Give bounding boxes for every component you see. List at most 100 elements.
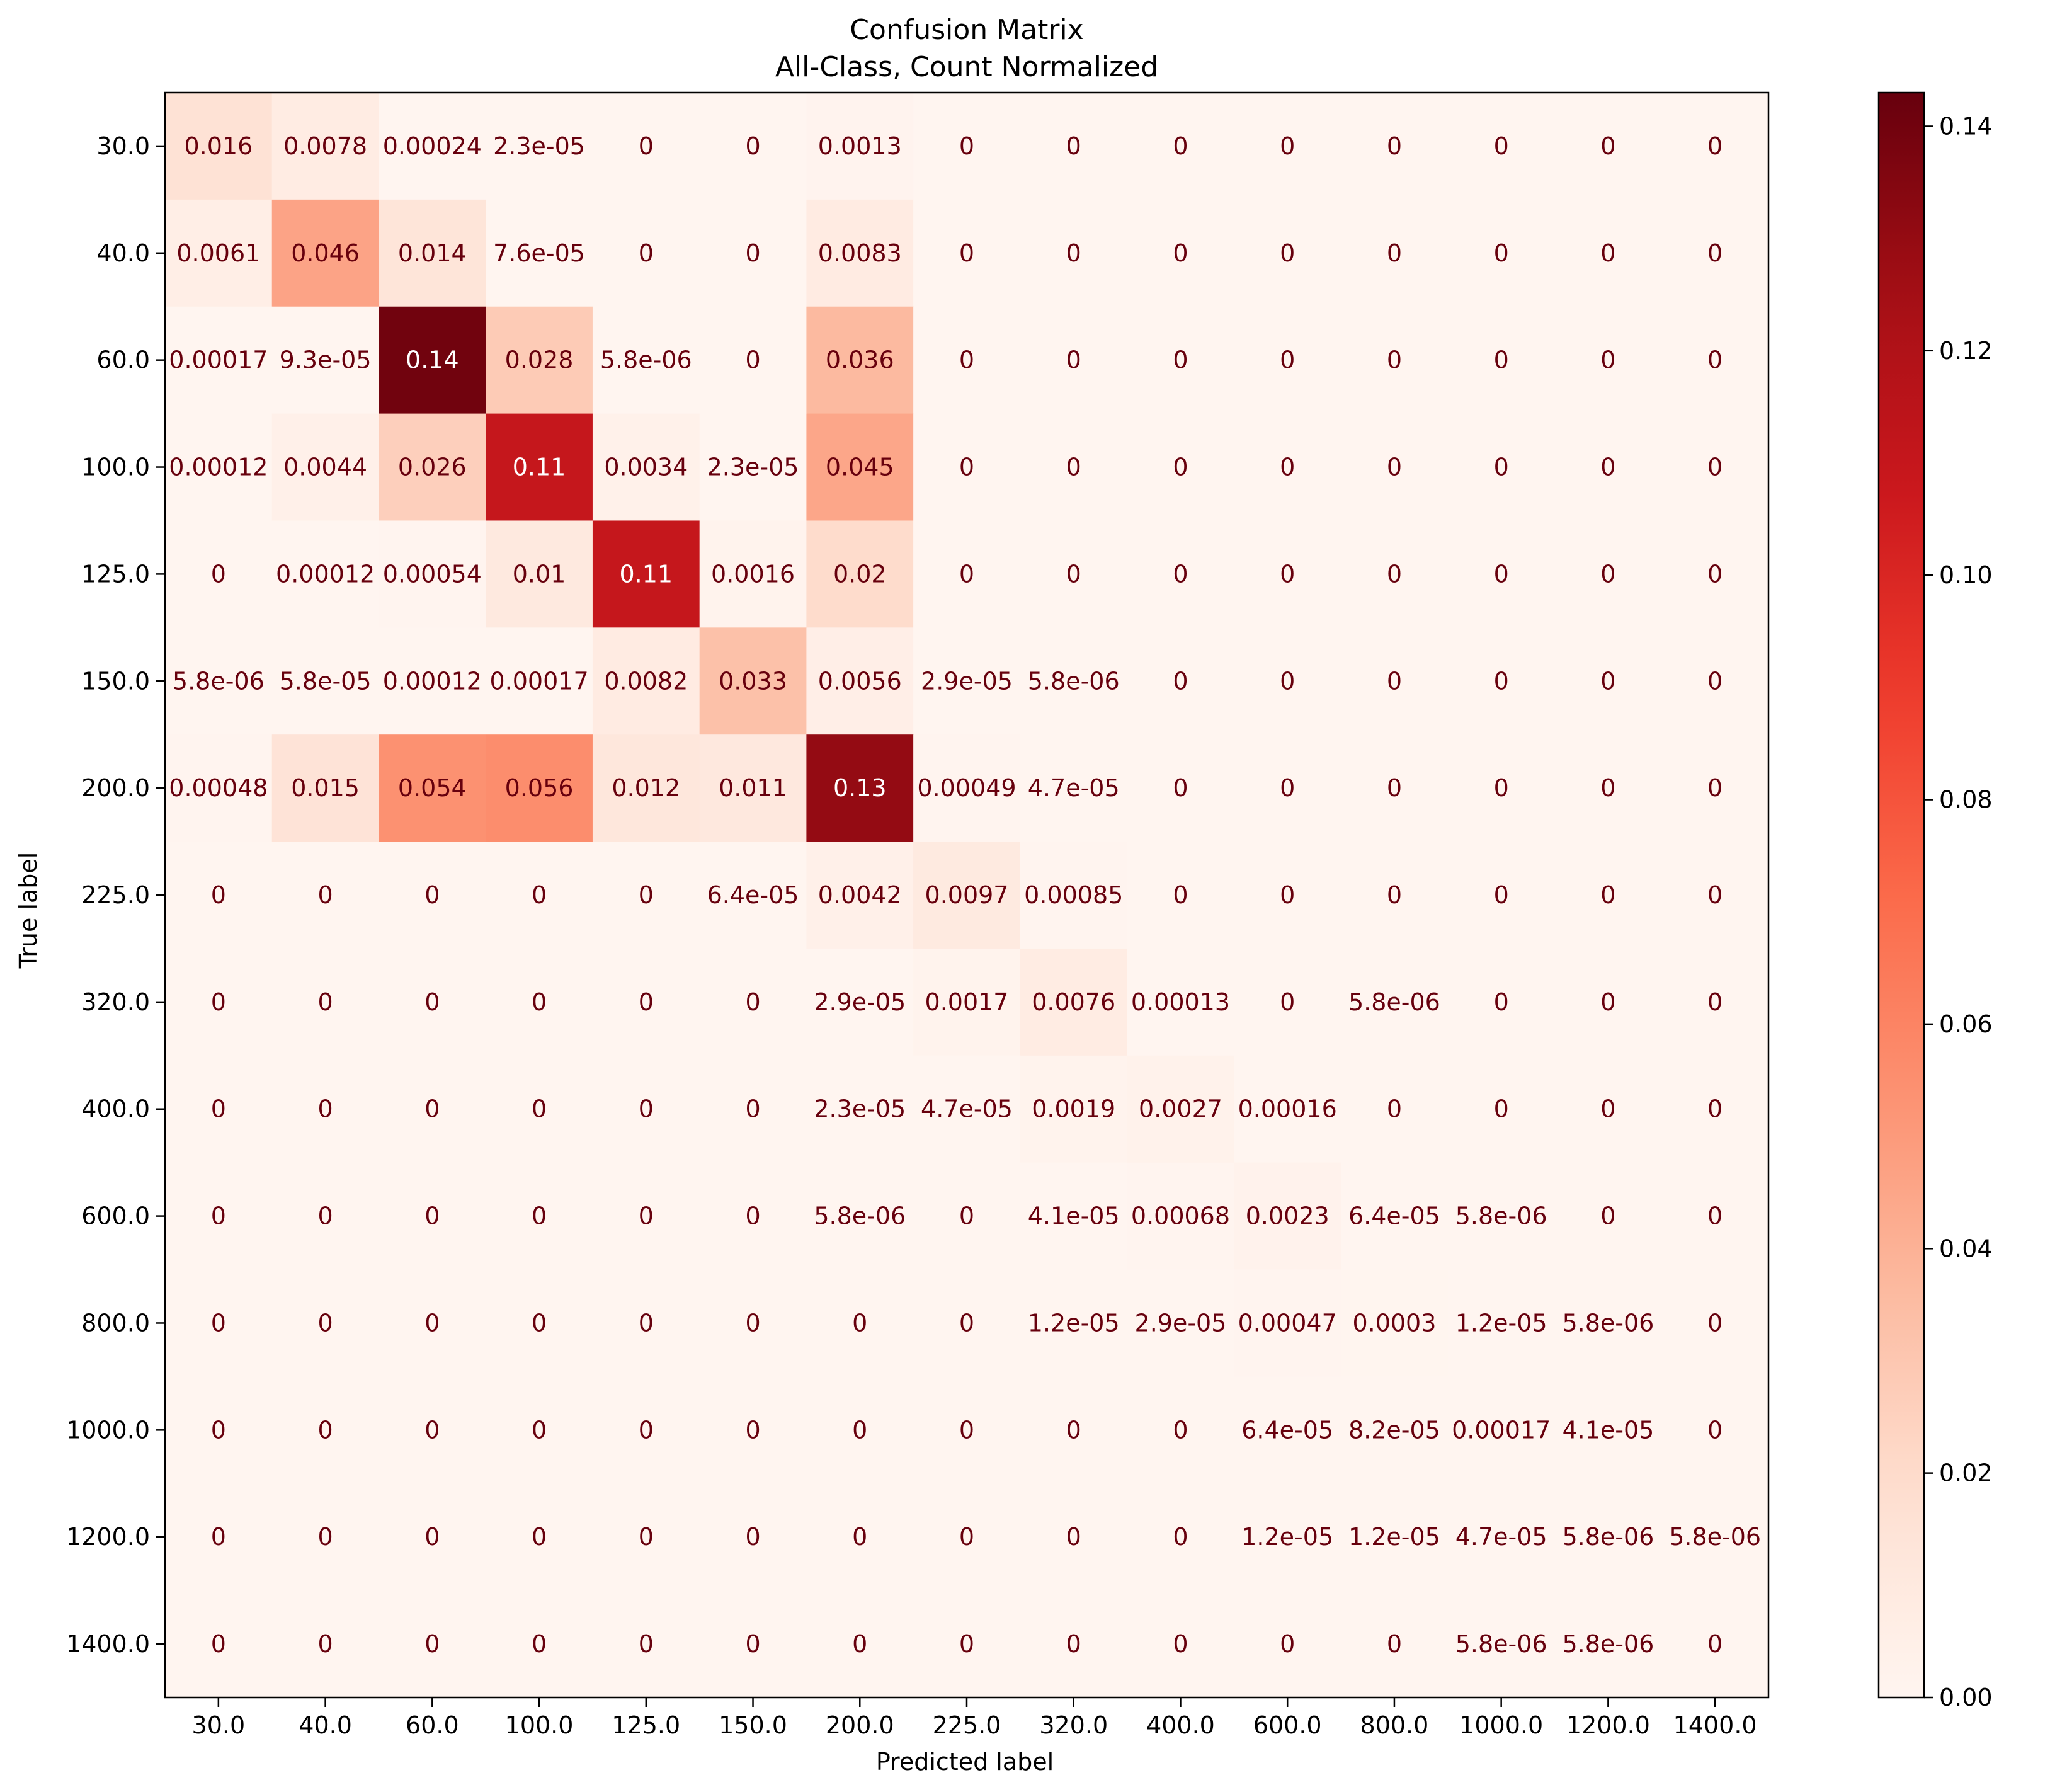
cell-value-label: 0 xyxy=(1387,1630,1402,1658)
cell-value-label: 2.3e-05 xyxy=(707,454,799,481)
y-tick-label: 600.0 xyxy=(81,1202,150,1230)
heatmap-cell xyxy=(486,93,593,200)
heatmap-cell xyxy=(699,1376,807,1484)
cell-value-label: 0 xyxy=(959,1416,974,1444)
cell-value-label: 0 xyxy=(1387,667,1402,695)
heatmap-cell xyxy=(1661,1376,1769,1484)
y-tick-label: 150.0 xyxy=(81,667,150,695)
cell-value-label: 2.9e-05 xyxy=(921,667,1013,695)
x-tick-label: 150.0 xyxy=(719,1711,787,1739)
cell-value-label: 0.014 xyxy=(398,239,467,267)
heatmap-cell xyxy=(271,842,380,949)
cell-value-label: 2.9e-05 xyxy=(1135,1309,1227,1337)
heatmap-cell xyxy=(1020,948,1128,1056)
heatmap-cell xyxy=(806,842,914,949)
heatmap-cell xyxy=(1234,1483,1341,1591)
cell-value-label: 0 xyxy=(318,1202,333,1230)
y-axis-label: True label xyxy=(14,852,42,969)
heatmap-cell xyxy=(271,948,380,1056)
y-tick-label: 200.0 xyxy=(81,774,150,802)
heatmap-cell xyxy=(1020,93,1128,200)
cell-value-label: 0.14 xyxy=(406,346,459,374)
cell-value-label: 0.00068 xyxy=(1131,1202,1230,1230)
heatmap-cell xyxy=(271,1376,380,1484)
cell-value-label: 0.00085 xyxy=(1024,881,1123,909)
heatmap-cell xyxy=(699,1055,807,1163)
heatmap-cell xyxy=(271,93,380,200)
cell-value-labels: 0.016 0.0078 0.00024 2.3e-05 0 0 0.0013 0 0 0 0 0 0 0… xyxy=(169,132,1761,1658)
colorbar: 0.00 0.02 0.04 0.06 0.08 0.10 0.12 0.14 xyxy=(1877,91,1993,1711)
heatmap-cell xyxy=(806,627,914,735)
cell-value-label: 0.033 xyxy=(719,667,787,695)
cell-value-label: 0.0016 xyxy=(711,560,795,588)
heatmap-cell xyxy=(1234,948,1341,1056)
heatmap-cell xyxy=(379,734,486,842)
cell-value-label: 0 xyxy=(1066,560,1081,588)
heatmap-cell xyxy=(592,1590,700,1698)
cell-value-label: 0 xyxy=(532,988,547,1016)
cell-value-label: 0.0003 xyxy=(1352,1309,1436,1337)
chart-subtitle: All-Class, Count Normalized xyxy=(775,51,1158,83)
y-tick-label: 1400.0 xyxy=(66,1630,150,1658)
cell-value-label: 1.2e-05 xyxy=(1241,1523,1333,1551)
heatmap-cell xyxy=(486,1162,593,1270)
heatmap-cell xyxy=(1447,199,1556,307)
heatmap-cell xyxy=(1127,842,1234,949)
cell-value-label: 0.02 xyxy=(833,560,887,588)
chart-title: Confusion Matrix xyxy=(850,14,1083,46)
heatmap-cell xyxy=(592,1162,700,1270)
heatmap-cell xyxy=(271,1162,380,1270)
heatmap-cell xyxy=(1554,1483,1662,1591)
x-tick-label: 30.0 xyxy=(192,1711,246,1739)
heatmap-cell xyxy=(913,1483,1021,1591)
heatmap-cell xyxy=(1234,842,1341,949)
y-tick-label: 400.0 xyxy=(81,1095,150,1123)
cell-value-label: 0 xyxy=(959,1309,974,1337)
cell-value-label: 0 xyxy=(424,1202,440,1230)
cell-value-label: 0 xyxy=(318,1523,333,1551)
cell-value-label: 0 xyxy=(211,1095,226,1123)
heatmap-cell xyxy=(699,93,807,200)
heatmap-cell xyxy=(1554,93,1662,200)
heatmap-cell xyxy=(1661,413,1769,522)
heatmap-cell xyxy=(806,520,914,628)
heatmap-cell xyxy=(271,1590,380,1698)
cell-value-label: 0 xyxy=(639,132,654,160)
heatmap-cell xyxy=(486,842,593,949)
cell-value-label: 0 xyxy=(1600,988,1615,1016)
cell-value-label: 0 xyxy=(1280,239,1295,267)
heatmap-cell xyxy=(592,1376,700,1484)
y-tick-label: 100.0 xyxy=(81,454,150,481)
cell-value-label: 0 xyxy=(211,988,226,1016)
cell-value-label: 2.3e-05 xyxy=(493,132,585,160)
heatmap-cell xyxy=(1661,1162,1769,1270)
heatmap-cell xyxy=(1020,627,1128,735)
heatmap-cell xyxy=(806,1590,914,1698)
heatmap-cell xyxy=(1020,734,1128,842)
cell-value-label: 0 xyxy=(1280,774,1295,802)
heatmap-cell xyxy=(165,1376,273,1484)
cell-value-label: 0.026 xyxy=(398,454,467,481)
cell-value-label: 2.9e-05 xyxy=(814,988,906,1016)
cell-value-label: 4.7e-05 xyxy=(1455,1523,1547,1551)
cell-value-label: 7.6e-05 xyxy=(493,239,585,267)
heatmap-cell xyxy=(1234,199,1341,307)
heatmap-cell xyxy=(1554,627,1662,735)
cell-value-label: 0 xyxy=(1280,132,1295,160)
cell-value-label: 0.028 xyxy=(505,346,574,374)
heatmap-cell xyxy=(913,627,1021,735)
cell-value-label: 0 xyxy=(745,1202,760,1230)
cell-value-label: 0 xyxy=(424,1523,440,1551)
cell-value-label: 0 xyxy=(424,1630,440,1658)
heatmap-cell xyxy=(1554,1590,1662,1698)
cell-value-label: 0.00016 xyxy=(1238,1095,1337,1123)
heatmap-cell xyxy=(1020,306,1128,414)
cell-value-label: 0 xyxy=(1494,774,1509,802)
heatmap-cell xyxy=(1661,1055,1769,1163)
cell-value-label: 0 xyxy=(1707,667,1723,695)
heatmap-cell xyxy=(486,413,593,522)
heatmap-cell xyxy=(1661,199,1769,307)
cell-value-label: 6.4e-05 xyxy=(1348,1202,1440,1230)
heatmap-cell xyxy=(1661,520,1769,628)
cell-value-label: 0 xyxy=(318,988,333,1016)
